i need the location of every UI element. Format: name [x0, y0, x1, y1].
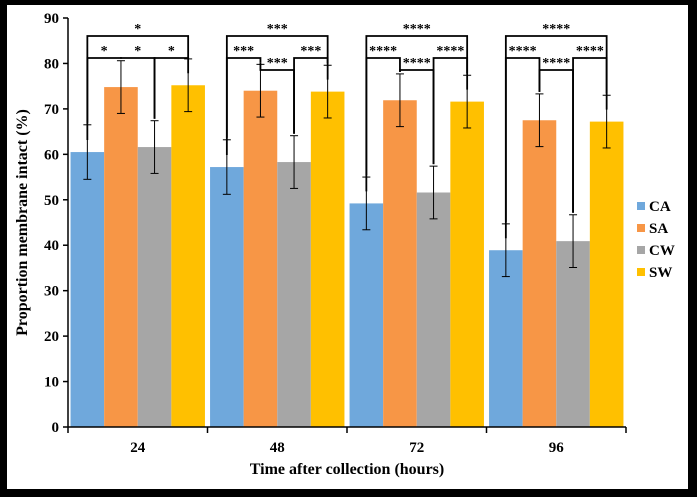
legend-label-sa: SA: [649, 221, 668, 237]
y-tick-label: 10: [44, 375, 59, 391]
y-axis-title: Proportion membrane intact (%): [14, 109, 31, 336]
bar-cw-72: [416, 192, 451, 427]
y-tick-label: 0: [52, 420, 60, 436]
significance-bracket: [365, 35, 469, 192]
y-tick-label: 70: [44, 102, 59, 118]
significance-label: ***: [300, 44, 321, 59]
significance-label: ***: [267, 22, 288, 37]
bar-cw-24: [137, 147, 172, 427]
y-tick-label: 30: [44, 284, 59, 300]
y-tick-label: 20: [44, 329, 59, 345]
legend-swatch-sa: [637, 224, 645, 232]
significance-label: ***: [267, 56, 288, 71]
x-tick-label: 96: [549, 440, 565, 456]
bar-ca-48: [210, 167, 244, 427]
significance-label: ****: [403, 56, 431, 71]
x-tick-label: 48: [270, 440, 285, 456]
bar-sa-72: [383, 100, 417, 427]
significance-label: *: [168, 44, 175, 59]
bar-sa-96: [522, 120, 557, 427]
bar-sw-48: [310, 91, 345, 428]
bar-sw-96: [589, 121, 624, 427]
significance-label: ****: [369, 44, 397, 59]
bar-cw-48: [277, 162, 311, 427]
y-tick-label: 40: [44, 238, 59, 254]
legend-swatch-ca: [637, 202, 645, 210]
y-tick-label: 50: [44, 193, 59, 209]
significance-label: ***: [233, 44, 254, 59]
bar-sw-72: [450, 101, 484, 428]
significance-label: ****: [509, 44, 537, 59]
y-tick-label: 60: [44, 147, 59, 163]
significance-label: *: [134, 44, 141, 59]
significance-label: ****: [576, 44, 604, 59]
significance-label: ****: [436, 44, 464, 59]
significance-brackets: * * **************************************…: [86, 22, 608, 239]
legend-swatch-sw: [637, 268, 645, 276]
significance-label: ****: [542, 56, 570, 71]
significance-label: *: [101, 44, 108, 59]
x-tick-label: 24: [130, 440, 146, 456]
bar-sa-24: [104, 87, 138, 427]
bar-cw-96: [556, 241, 590, 427]
legend-label-ca: CA: [649, 199, 671, 215]
bars: [70, 85, 624, 428]
x-axis-ticks: 24 48 72 96: [67, 427, 627, 456]
significance-bracket: [504, 35, 608, 239]
legend-label-cw: CW: [649, 243, 675, 259]
significance-bracket: [225, 35, 329, 156]
bar-ca-24: [70, 152, 105, 428]
significance-label: ****: [542, 22, 570, 37]
significance-label: *: [134, 22, 141, 37]
bar-ca-96: [489, 250, 523, 427]
legend-label-sw: SW: [649, 265, 672, 281]
bar-sa-48: [243, 90, 278, 427]
legend: CA SA CW SW: [637, 199, 675, 281]
y-axis-title-group: Proportion membrane intact (%): [14, 109, 31, 336]
y-tick-label: 80: [44, 56, 59, 72]
x-axis-title: Time after collection (hours): [250, 461, 444, 478]
significance-bracket: [86, 35, 190, 141]
x-tick-label: 72: [409, 440, 424, 456]
bar-ca-72: [349, 203, 384, 427]
y-axis-ticks: 0 10 20 30 40 50 60 70 80 90: [44, 11, 68, 436]
y-tick-label: 90: [44, 11, 59, 27]
bar-sw-24: [171, 85, 205, 427]
significance-label: ****: [403, 22, 431, 37]
legend-swatch-cw: [637, 246, 645, 254]
